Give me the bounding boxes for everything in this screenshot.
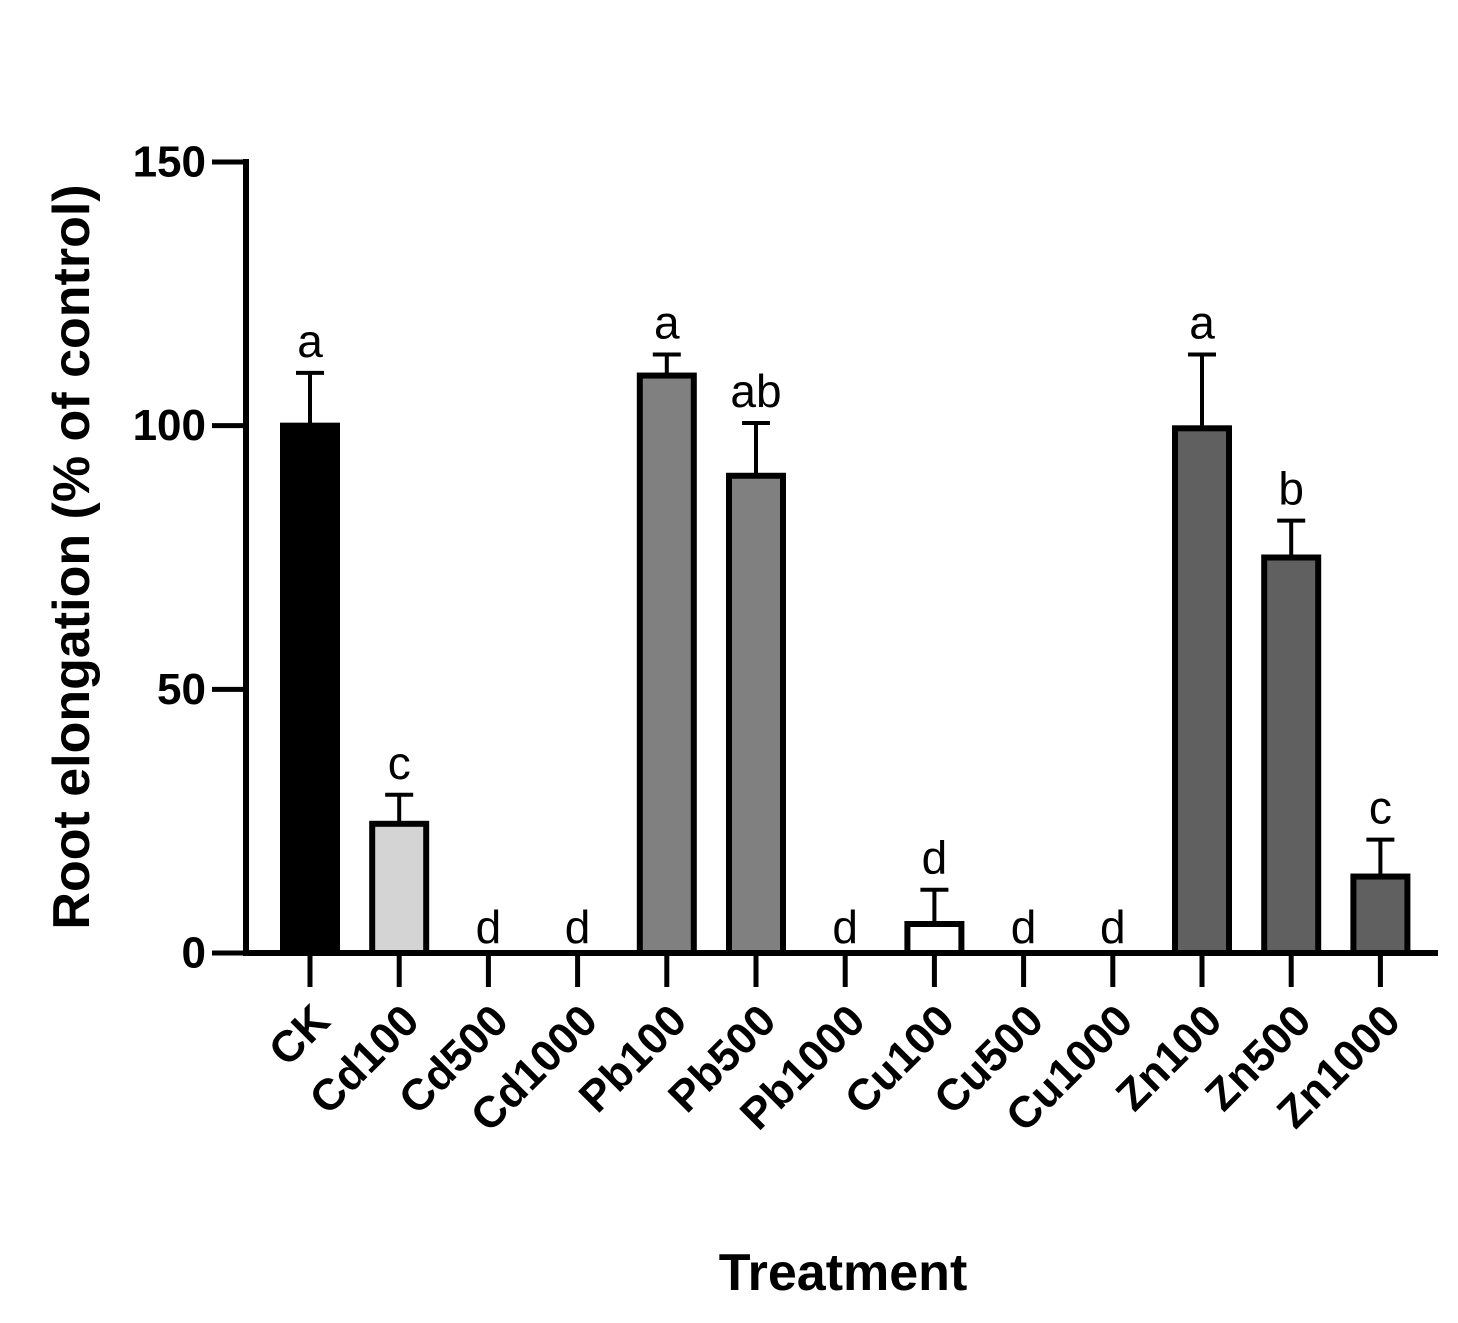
significance-label-cd500: d <box>476 901 502 953</box>
axes-layer <box>212 159 1438 987</box>
bars-layer <box>280 372 1411 957</box>
error-bar-pb500 <box>742 421 770 476</box>
y-tick-labels-layer: 0 50 100 150 <box>133 138 206 978</box>
y-tick-label-150: 150 <box>133 138 206 187</box>
y-tick-label-50: 50 <box>157 665 206 714</box>
significance-label-ck: a <box>297 315 323 367</box>
significance-label-pb500: ab <box>730 365 781 417</box>
x-tick-labels-layer: CKCd100Cd500Cd1000Pb100Pb500Pb1000Cu100C… <box>260 996 1410 1141</box>
significance-label-zn500: b <box>1278 463 1304 515</box>
bar-pb100 <box>636 372 697 956</box>
bar-zn500 <box>1261 554 1322 956</box>
significance-label-cd100: c <box>388 737 411 789</box>
y-tick-label-100: 100 <box>133 401 206 450</box>
significance-label-cu100: d <box>922 832 948 884</box>
significance-label-cd1000: d <box>565 901 591 953</box>
significance-label-cu1000: d <box>1100 901 1126 953</box>
error-bar-cu100 <box>920 887 949 924</box>
bar-pb500 <box>726 472 786 956</box>
x-axis-title: Treatment <box>719 1244 968 1302</box>
y-tick-label-0: 0 <box>182 929 206 978</box>
bar-zn100 <box>1172 425 1232 956</box>
bar-ck <box>280 422 340 956</box>
bar-zn1000 <box>1350 873 1411 957</box>
error-bar-zn100 <box>1188 352 1216 429</box>
significance-label-zn100: a <box>1189 296 1215 348</box>
bar-cd100 <box>369 820 430 957</box>
error-bar-pb100 <box>652 352 681 376</box>
error-bar-zn500 <box>1277 518 1306 558</box>
bar-cu100 <box>904 920 965 956</box>
significance-label-pb1000: d <box>832 901 858 953</box>
error-bars-layer <box>296 352 1395 924</box>
error-bar-zn1000 <box>1366 837 1395 877</box>
y-axis-title: Root elongation (% of control) <box>43 184 101 929</box>
error-bar-ck <box>296 370 324 426</box>
significance-label-pb100: a <box>654 296 680 348</box>
significance-label-zn1000: c <box>1369 782 1392 834</box>
significance-label-cu500: d <box>1011 901 1037 953</box>
error-bar-cd100 <box>385 792 414 824</box>
